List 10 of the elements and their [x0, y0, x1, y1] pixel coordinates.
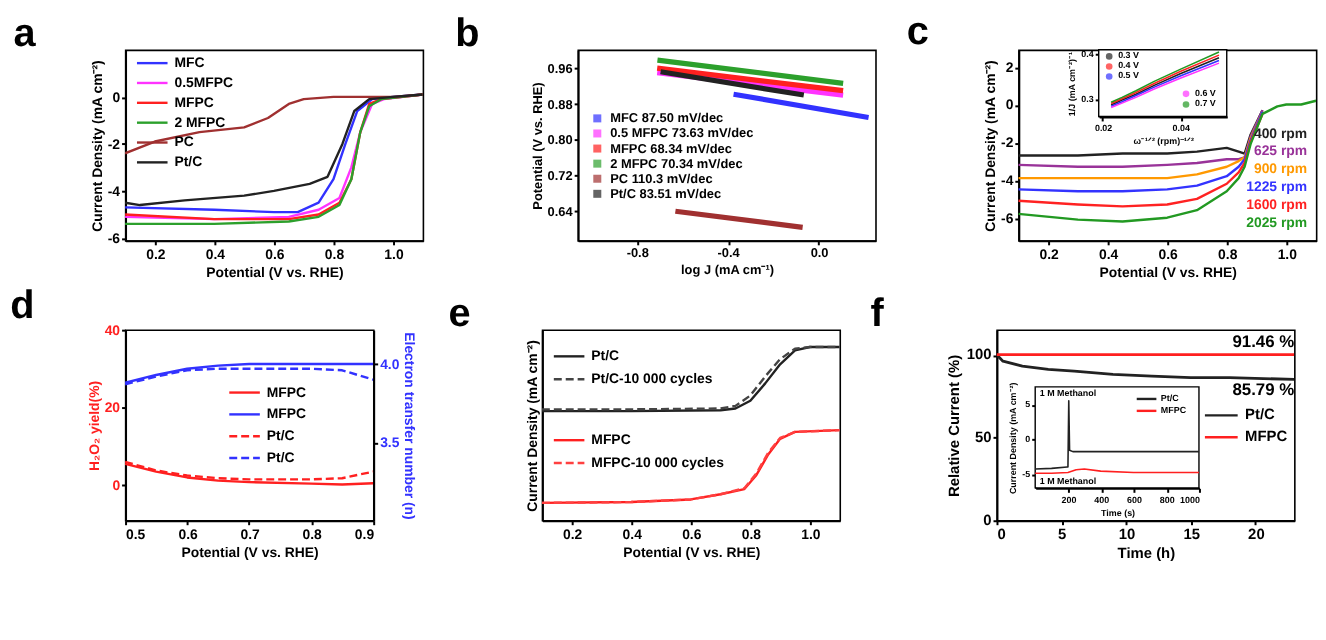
chart-title: b	[455, 11, 480, 56]
chart-title: d	[10, 283, 35, 328]
annotation: 85.79 %	[1232, 378, 1296, 399]
line-series	[1034, 399, 1200, 470]
chart-title: a	[13, 11, 38, 56]
chart-title: f	[870, 291, 885, 336]
chart-title: c	[906, 10, 929, 55]
chart-title: e	[448, 291, 471, 336]
annotation: 91.46 %	[1232, 331, 1296, 352]
line-series	[996, 353, 1295, 381]
